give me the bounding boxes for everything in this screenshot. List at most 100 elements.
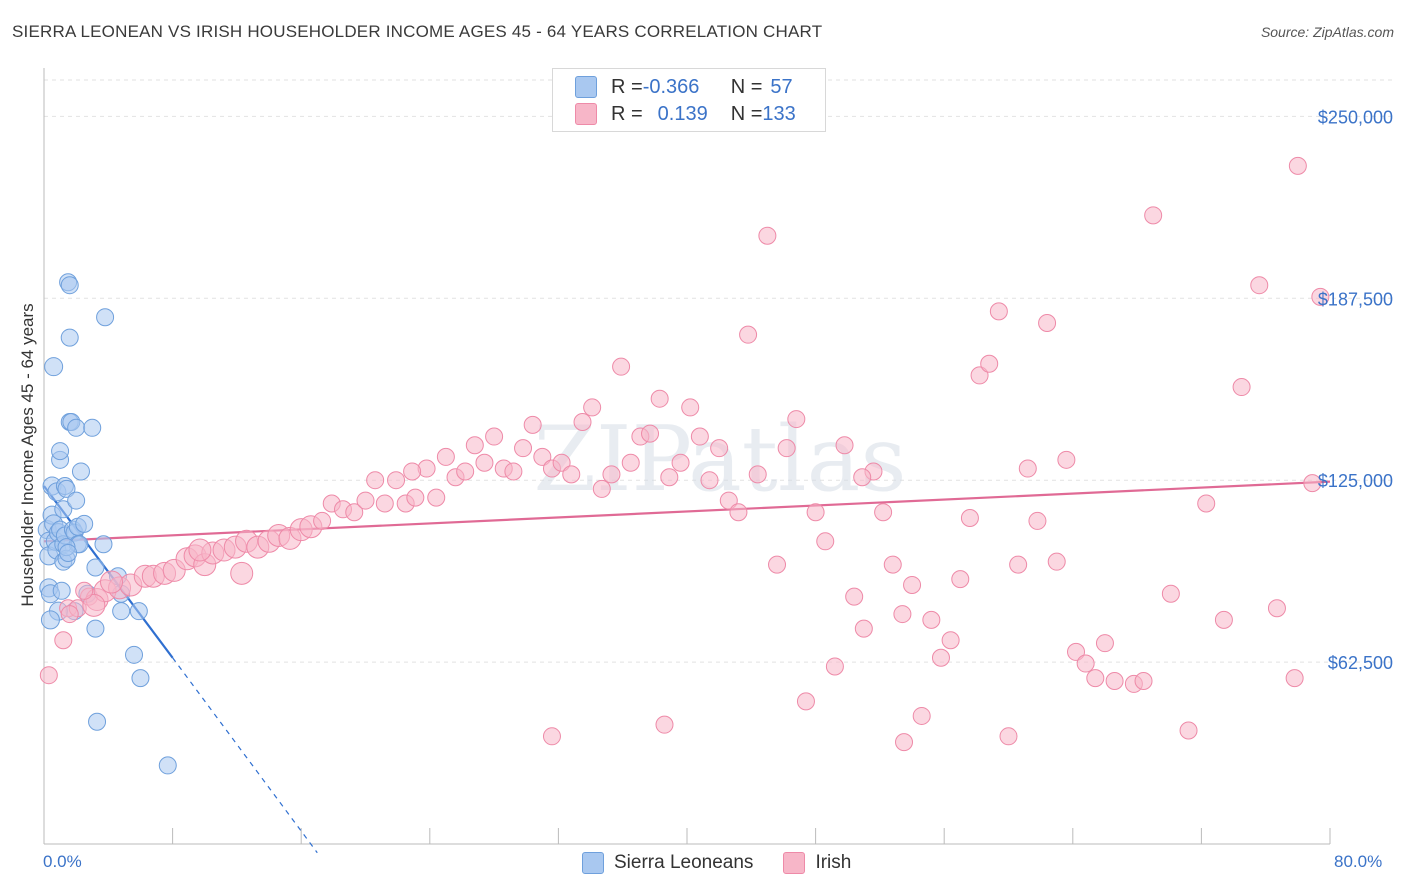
trend-line-extension <box>173 658 318 853</box>
point-sierra-leoneans <box>41 611 59 629</box>
point-irish <box>314 512 331 529</box>
point-irish <box>913 707 930 724</box>
point-irish <box>711 440 728 457</box>
point-sierra-leoneans <box>61 277 78 294</box>
r-label: R = <box>611 103 643 126</box>
point-irish <box>407 489 424 506</box>
point-irish <box>769 556 786 573</box>
point-irish <box>404 463 421 480</box>
point-irish <box>807 504 824 521</box>
point-sierra-leoneans <box>95 536 112 553</box>
point-irish <box>466 437 483 454</box>
point-irish <box>1251 277 1268 294</box>
data-points <box>38 157 1329 774</box>
point-irish <box>437 448 454 465</box>
y-axis-title: Householder Income Ages 45 - 64 years <box>18 303 38 606</box>
point-irish <box>875 504 892 521</box>
point-irish <box>1215 611 1232 628</box>
point-sierra-leoneans <box>97 309 114 326</box>
legend-row-sierra-leoneans: R = -0.366 N = 57 <box>575 75 793 99</box>
point-irish <box>613 358 630 375</box>
point-irish <box>904 576 921 593</box>
point-irish <box>981 355 998 372</box>
point-irish <box>1048 553 1065 570</box>
point-irish <box>1135 673 1152 690</box>
legend-item-sierra-leoneans[interactable]: Sierra Leoneans <box>582 852 753 874</box>
point-irish <box>476 454 493 471</box>
point-irish <box>231 562 253 584</box>
point-sierra-leoneans <box>113 603 130 620</box>
point-irish <box>942 632 959 649</box>
point-irish <box>486 428 503 445</box>
point-irish <box>896 734 913 751</box>
chart-canvas: ZIPatlas $62,500$125,000$187,500$250,000 <box>0 0 1406 892</box>
point-irish <box>76 582 93 599</box>
point-irish <box>428 489 445 506</box>
point-irish <box>584 399 601 416</box>
point-irish <box>661 469 678 486</box>
point-sierra-leoneans <box>52 443 69 460</box>
point-sierra-leoneans <box>61 329 78 346</box>
x-tick-label-min: 0.0% <box>43 852 82 872</box>
point-irish <box>61 606 78 623</box>
point-sierra-leoneans <box>68 419 85 436</box>
n-label: N = <box>731 76 763 99</box>
point-sierra-leoneans <box>132 670 149 687</box>
point-irish <box>1010 556 1027 573</box>
x-tick-label-max: 80.0% <box>1334 852 1382 872</box>
legend-row-irish: R = 0.139 N = 133 <box>575 102 796 126</box>
point-sierra-leoneans <box>84 419 101 436</box>
point-irish <box>952 571 969 588</box>
point-irish <box>1039 315 1056 332</box>
point-sierra-leoneans <box>60 544 77 561</box>
legend-swatch <box>783 852 805 874</box>
point-irish <box>932 649 949 666</box>
point-irish <box>1268 600 1285 617</box>
point-irish <box>1286 670 1303 687</box>
y-tick-labels: $62,500 $125,000 $187,500 $250,000 <box>1318 107 1393 673</box>
legend-item-irish[interactable]: Irish <box>783 852 851 874</box>
point-sierra-leoneans <box>87 620 104 637</box>
point-sierra-leoneans <box>159 757 176 774</box>
point-sierra-leoneans <box>87 559 104 576</box>
point-irish <box>894 606 911 623</box>
point-irish <box>1087 670 1104 687</box>
point-irish <box>524 416 541 433</box>
point-irish <box>357 492 374 509</box>
point-irish <box>961 510 978 527</box>
point-irish <box>101 571 123 593</box>
point-irish <box>1029 512 1046 529</box>
point-irish <box>1077 655 1094 672</box>
point-irish <box>855 620 872 637</box>
point-irish <box>836 437 853 454</box>
point-irish <box>1019 460 1036 477</box>
point-irish <box>574 413 591 430</box>
point-irish <box>682 399 699 416</box>
point-irish <box>759 227 776 244</box>
point-irish <box>826 658 843 675</box>
point-irish <box>651 390 668 407</box>
point-irish <box>923 611 940 628</box>
point-irish <box>563 466 580 483</box>
chart-title: SIERRA LEONEAN VS IRISH HOUSEHOLDER INCO… <box>12 22 822 42</box>
point-irish <box>1145 207 1162 224</box>
point-irish <box>593 480 610 497</box>
n-label: N = <box>731 103 763 126</box>
point-irish <box>1162 585 1179 602</box>
y-tick-label: $62,500 <box>1328 653 1393 673</box>
legend-label: Sierra Leoneans <box>614 852 753 874</box>
point-irish <box>505 463 522 480</box>
point-irish <box>543 728 560 745</box>
r-value: -0.366 <box>643 76 723 99</box>
point-irish <box>642 425 659 442</box>
n-value: 133 <box>762 103 795 126</box>
point-irish <box>189 539 211 561</box>
point-sierra-leoneans <box>53 582 70 599</box>
point-irish <box>40 667 57 684</box>
legend-swatch <box>575 76 597 98</box>
point-irish <box>376 495 393 512</box>
point-irish <box>457 463 474 480</box>
point-irish <box>797 693 814 710</box>
point-sierra-leoneans <box>126 646 143 663</box>
point-irish <box>515 440 532 457</box>
